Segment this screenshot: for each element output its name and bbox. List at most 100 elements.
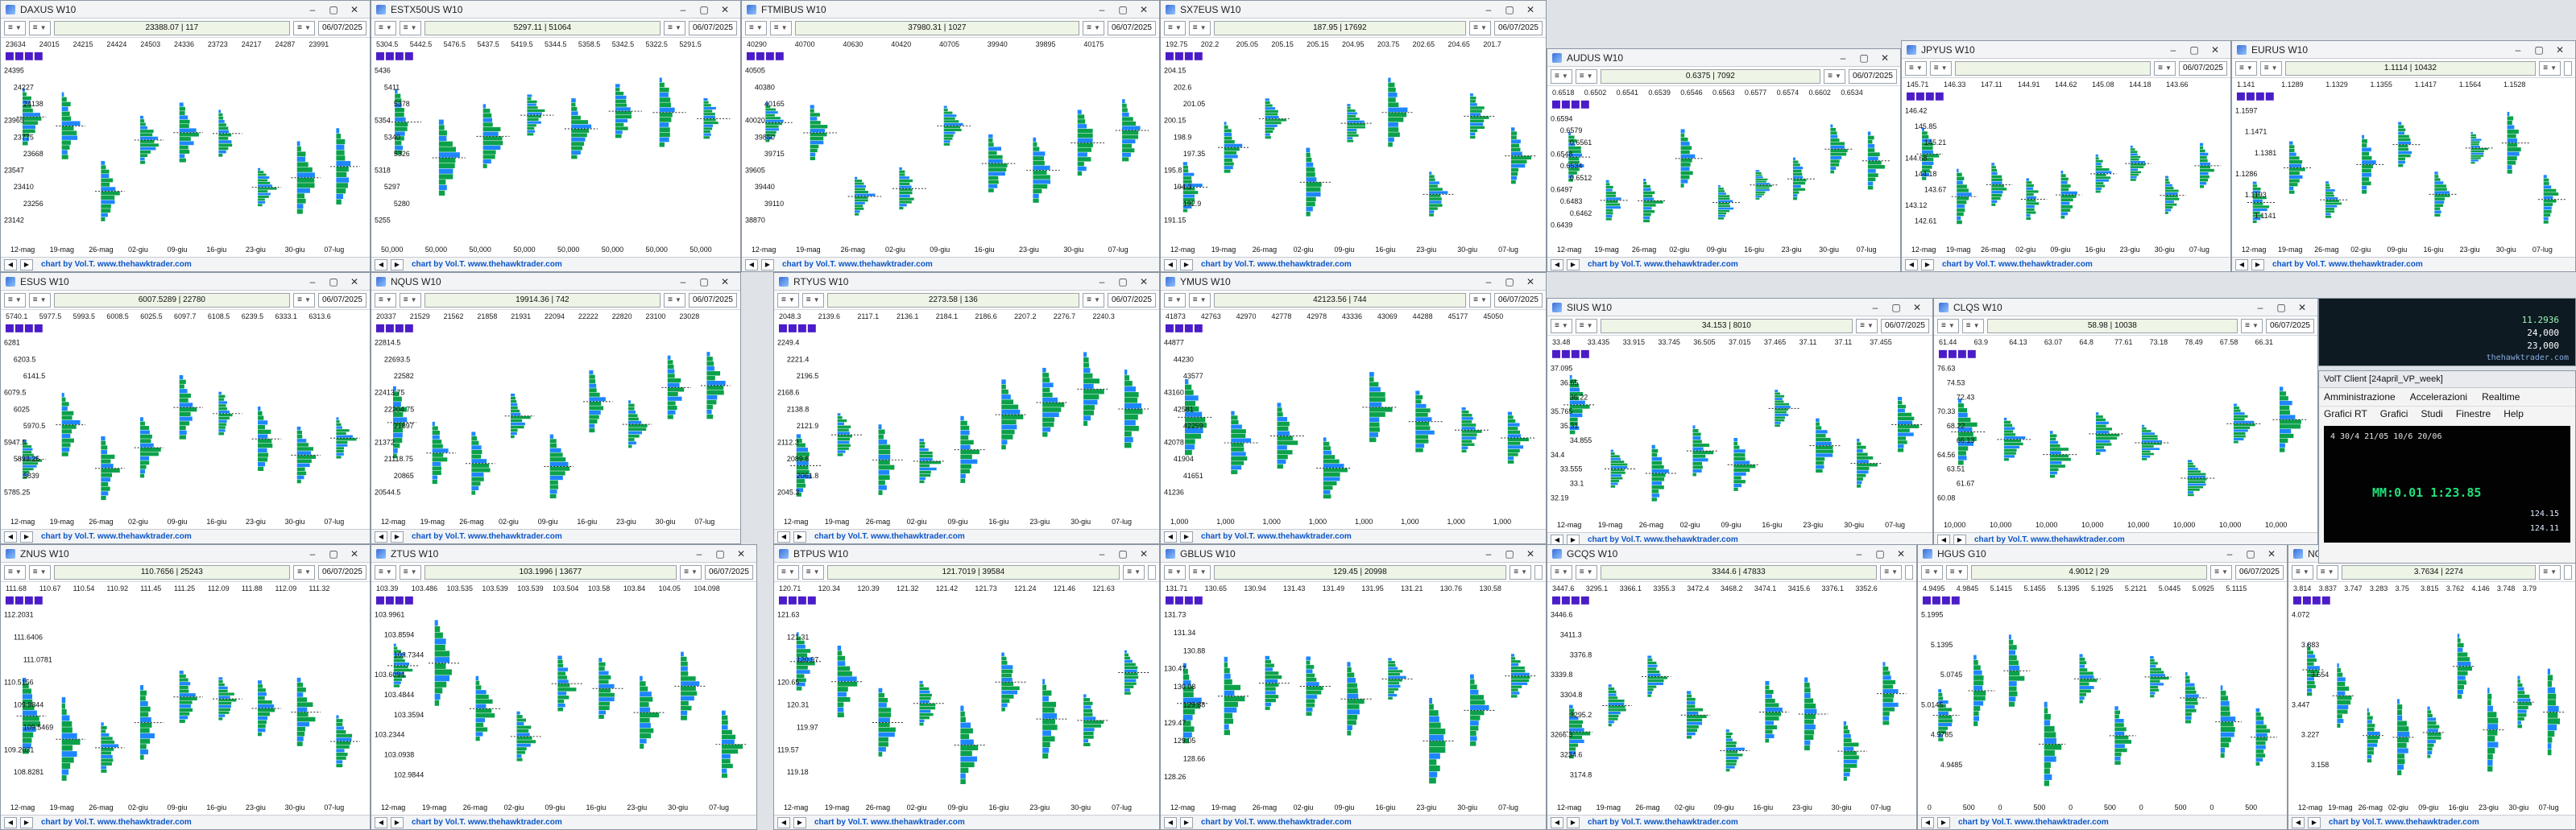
scroll-left-button[interactable]: ◀ [1164, 816, 1177, 828]
chart-area[interactable]: 4.9495 4.9845 5.1415 5.1455 5.1395 5.1925 5.21… [1918, 582, 2287, 815]
close-icon[interactable]: ✕ [720, 275, 730, 287]
toolbar-select-3[interactable]: ≡ ▼ [2539, 564, 2561, 580]
chart-area[interactable]: 41873 42763 42970 42778 42978 43336 43069 44288… [1161, 310, 1546, 529]
toolbar-select-3[interactable]: ≡ ▼ [293, 564, 315, 580]
chart-area[interactable]: 2048.3 2139.6 2117.1 2136.1 2184.1 2186.6 2207… [774, 310, 1159, 529]
toolbar-select-2[interactable]: ≡ ▼ [1929, 60, 1952, 76]
chart-window[interactable]: GCQS W10 – ▢ ✕ ≡ ▼ ≡ ▼ 3344.6 | 47833 ≡ … [1547, 544, 1917, 830]
toolbar-select-3[interactable]: ≡ ▼ [293, 292, 315, 308]
window-titlebar[interactable]: NQUS W10 – ▢ ✕ [371, 273, 740, 291]
toolbar-select-2[interactable]: ≡ ▼ [399, 20, 421, 35]
scroll-right-button[interactable]: ▶ [1937, 816, 1950, 828]
close-icon[interactable]: ✕ [720, 3, 730, 15]
maximize-icon[interactable]: ▢ [1891, 301, 1901, 313]
menu-realtime[interactable]: Realtime [2482, 391, 2520, 403]
scroll-left-button[interactable]: ◀ [777, 816, 790, 828]
toolbar-select-3[interactable]: ≡ ▼ [1880, 564, 1902, 580]
maximize-icon[interactable]: ▢ [2534, 43, 2544, 56]
toolbar-select[interactable]: ≡ ▼ [4, 20, 26, 35]
chart-area[interactable]: 20337 21529 21562 21858 21931 22094 22222 22820… [371, 310, 740, 529]
toolbar-select-2[interactable]: ≡ ▼ [1575, 318, 1597, 333]
toolbar-select-3[interactable]: ≡ ▼ [680, 564, 702, 580]
chart-area[interactable]: 61.44 63.9 64.13 63.07 64.8 77.61 73.18 78.49 67… [1934, 336, 2317, 532]
chart-window[interactable]: SX7EUS W10 – ▢ ✕ ≡ ▼ ≡ ▼ 187.95 | 17692 … [1160, 0, 1547, 272]
date-field[interactable]: 06/07/2025 [317, 20, 367, 35]
date-field[interactable]: 06/07/2025 [2178, 60, 2227, 76]
toolbar-select[interactable]: ≡ ▼ [375, 20, 396, 35]
toolbar-select-3[interactable]: ≡ ▼ [2241, 318, 2263, 333]
toolbar-select-2[interactable]: ≡ ▼ [28, 564, 51, 580]
chart-window[interactable]: CLQS W10 – ▢ ✕ ≡ ▼ ≡ ▼ 58.98 | 10038 ≡ ▼ [1933, 298, 2318, 547]
maximize-icon[interactable]: ▢ [699, 275, 709, 287]
toolbar-select-2[interactable]: ≡ ▼ [2259, 60, 2282, 76]
scroll-right-button[interactable]: ▶ [793, 816, 806, 828]
chart-window[interactable]: RTYUS W10 – ▢ ✕ ≡ ▼ ≡ ▼ 2273.58 | 136 ≡ … [773, 272, 1160, 544]
toolbar-select[interactable]: ≡ ▼ [1937, 318, 1959, 333]
scroll-left-button[interactable]: ◀ [375, 531, 387, 543]
close-icon[interactable]: ✕ [1526, 547, 1535, 560]
minimize-icon[interactable]: – [2515, 43, 2521, 56]
scroll-right-button[interactable]: ▶ [1921, 258, 1934, 270]
chart-area[interactable]: 1.141 1.1289 1.1329 1.1355 1.1417 1.1564 1.152… [2232, 78, 2575, 257]
date-field[interactable]: 06/07/2025 [317, 564, 367, 580]
chart-window[interactable]: HGUS G10 – ▢ ✕ ≡ ▼ ≡ ▼ 4.9012 | 29 ≡ ▼ [1917, 544, 2288, 830]
scroll-left-button[interactable]: ◀ [4, 258, 17, 270]
window-titlebar[interactable]: SIUS W10 – ▢ ✕ [1547, 299, 1932, 316]
date-field[interactable]: 06/07/2025 [1880, 318, 1929, 333]
minimize-icon[interactable]: – [1856, 547, 1862, 560]
date-field[interactable]: 06/07/2025 [2234, 564, 2284, 580]
date-field[interactable] [2564, 564, 2572, 580]
chart-area[interactable]: 23634 24015 24215 24424 24503 24336 23723 24217… [1, 38, 370, 257]
scroll-left-button[interactable]: ◀ [745, 258, 758, 270]
chart-window[interactable]: SIUS W10 – ▢ ✕ ≡ ▼ ≡ ▼ 34.153 | 8010 ≡ ▼ [1547, 298, 1933, 547]
toolbar-select-2[interactable]: ≡ ▼ [2316, 564, 2338, 580]
minimize-icon[interactable]: – [1485, 3, 1492, 15]
minimize-icon[interactable]: – [680, 275, 686, 287]
toolbar-select-2[interactable]: ≡ ▼ [801, 292, 824, 308]
maximize-icon[interactable]: ▢ [2189, 43, 2199, 56]
menu-accelerazioni[interactable]: Accelerazioni [2409, 391, 2468, 403]
toolbar-select-3[interactable]: ≡ ▼ [2154, 60, 2176, 76]
scroll-left-button[interactable]: ◀ [1905, 258, 1918, 270]
maximize-icon[interactable]: ▢ [1505, 547, 1514, 560]
scroll-left-button[interactable]: ◀ [1164, 531, 1177, 543]
toolbar-select-2[interactable]: ≡ ▼ [769, 20, 792, 35]
scroll-right-button[interactable]: ▶ [2308, 816, 2321, 828]
date-field[interactable] [1905, 564, 1913, 580]
chart-window[interactable]: FTMIBUS W10 – ▢ ✕ ≡ ▼ ≡ ▼ 37980.31 | 102… [741, 0, 1160, 272]
toolbar-select[interactable]: ≡ ▼ [4, 564, 26, 580]
scroll-left-button[interactable]: ◀ [375, 258, 387, 270]
toolbar-select-3[interactable]: ≡ ▼ [2210, 564, 2232, 580]
chart-area[interactable]: 3.814 3.837 3.747 3.283 3.75 3.815 3.762 4.146 3… [2288, 582, 2575, 815]
toolbar-select-3[interactable]: ≡ ▼ [293, 20, 315, 35]
chart-window[interactable]: AUDUS W10 – ▢ ✕ ≡ ▼ ≡ ▼ 0.6375 | 7092 ≡ … [1547, 48, 1901, 272]
window-titlebar[interactable]: EURUS W10 – ▢ ✕ [2232, 41, 2575, 59]
maximize-icon[interactable]: ▢ [2246, 547, 2255, 560]
scroll-left-button[interactable]: ◀ [1551, 258, 1563, 270]
toolbar-select-3[interactable]: ≡ ▼ [1824, 68, 1845, 84]
chart-window[interactable]: YMUS W10 – ▢ ✕ ≡ ▼ ≡ ▼ 42123.56 | 744 ≡ … [1160, 272, 1547, 544]
chart-area[interactable]: 111.68 110.67 110.54 110.92 111.45 111.25 112.… [1, 582, 370, 815]
window-titlebar[interactable]: DAXUS W10 – ▢ ✕ [1, 1, 370, 19]
minimize-icon[interactable]: – [309, 547, 316, 560]
toolbar-select-2[interactable]: ≡ ▼ [1945, 564, 1968, 580]
window-titlebar[interactable]: ESTX50US W10 – ▢ ✕ [371, 1, 740, 19]
scroll-left-button[interactable]: ◀ [1921, 816, 1934, 828]
date-field[interactable]: 06/07/2025 [688, 20, 737, 35]
maximize-icon[interactable]: ▢ [699, 3, 709, 15]
toolbar-select[interactable]: ≡ ▼ [4, 292, 26, 308]
maximize-icon[interactable]: ▢ [1505, 275, 1514, 287]
chart-area[interactable]: 5740.1 5977.5 5993.5 6008.5 6025.5 6097.7 6108… [1, 310, 370, 529]
menu-grafici-rt[interactable]: Grafici RT [2324, 408, 2367, 419]
menu-studi[interactable]: Studi [2421, 408, 2443, 419]
scroll-left-button[interactable]: ◀ [1551, 816, 1563, 828]
close-icon[interactable]: ✕ [1139, 3, 1149, 15]
window-titlebar[interactable]: ZTUS W10 – ▢ ✕ [371, 545, 756, 563]
close-icon[interactable]: ✕ [1139, 547, 1149, 560]
toolbar-select[interactable]: ≡ ▼ [1551, 564, 1572, 580]
minimize-icon[interactable]: – [680, 3, 686, 15]
date-field[interactable]: 06/07/2025 [1107, 20, 1156, 35]
scroll-right-button[interactable]: ▶ [391, 258, 404, 270]
toolbar-select[interactable]: ≡ ▼ [1905, 60, 1927, 76]
toolbar-select[interactable]: ≡ ▼ [777, 292, 799, 308]
